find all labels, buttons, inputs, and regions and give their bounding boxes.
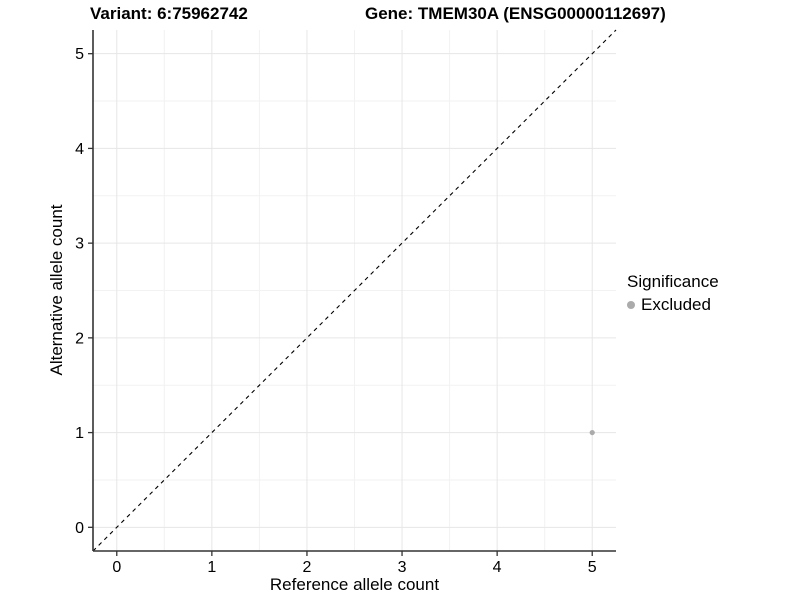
legend-item-label: Excluded [641,295,711,314]
y-tick-label: 1 [75,425,84,442]
y-tick-label: 2 [75,330,84,347]
data-point [589,429,595,436]
variant-title: Variant: 6:75962742 [90,4,248,23]
x-tick-label: 5 [588,559,597,576]
legend-point-icon [627,301,635,309]
x-tick-label: 1 [207,559,216,576]
y-tick-label: 3 [75,236,84,253]
x-tick-label: 2 [303,559,312,576]
legend-title: Significance [627,272,719,291]
legend-item-excluded: Excluded [627,295,719,315]
y-tick-label: 0 [75,520,84,537]
y-tick-label: 5 [75,46,84,63]
y-tick-label: 4 [75,141,84,158]
legend: Significance Excluded [627,272,719,315]
x-axis-title: Reference allele count [269,575,440,594]
x-tick-label: 0 [112,559,121,576]
x-tick-label: 4 [493,559,502,576]
identity-dashed-line [92,29,617,552]
x-tick-label: 3 [398,559,407,576]
gene-title: Gene: TMEM30A (ENSG00000112697) [365,4,666,23]
